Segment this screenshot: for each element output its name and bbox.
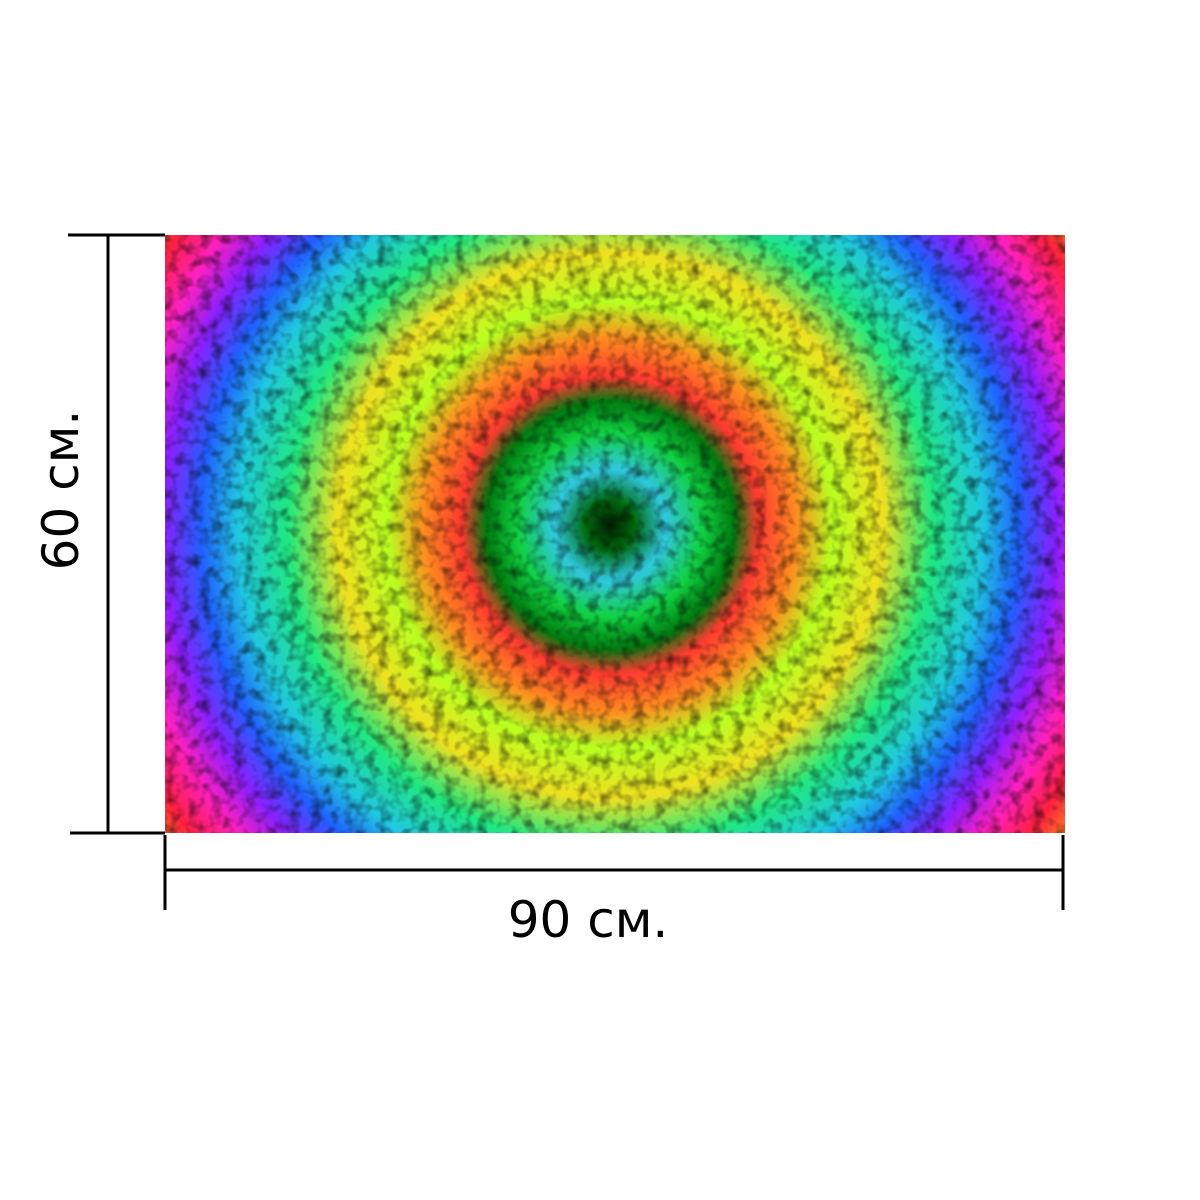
pattern <box>165 235 1065 833</box>
pattern-texture <box>165 235 1065 833</box>
width-dimension: 90 см. <box>163 835 1065 949</box>
height-dimension: 60 см. <box>32 233 165 835</box>
height-label: 60 см. <box>32 410 90 571</box>
width-label: 90 см. <box>508 891 669 949</box>
